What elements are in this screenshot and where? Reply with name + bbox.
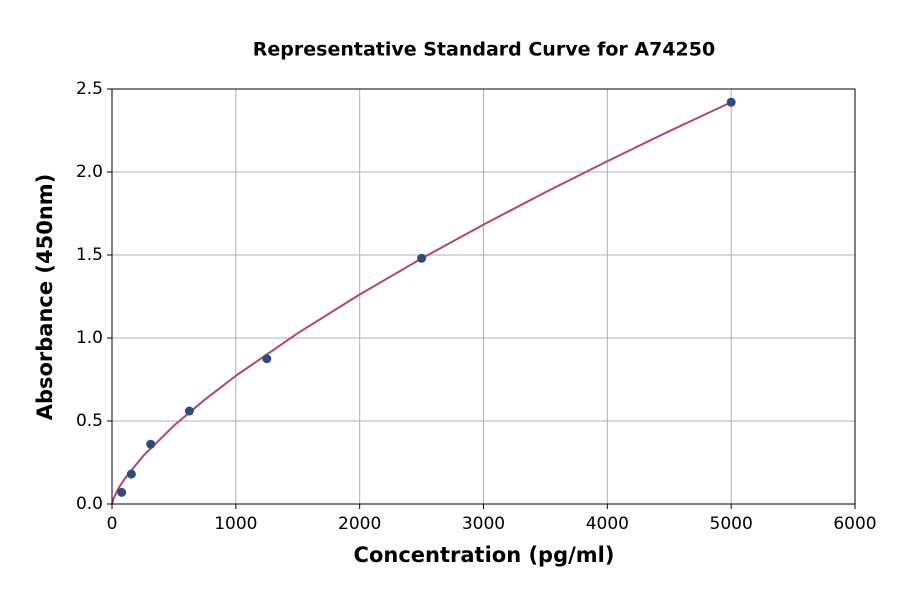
- plot-frame: [111, 88, 856, 505]
- data-point: [146, 439, 156, 449]
- grid: [107, 88, 856, 509]
- data-point: [262, 354, 272, 364]
- data-point: [726, 97, 736, 107]
- x-tick-label: 3000: [462, 514, 505, 534]
- fit-curve: [111, 101, 732, 505]
- marks: [111, 97, 736, 505]
- y-tick-label: 0.5: [76, 411, 103, 431]
- x-tick-label: 2000: [338, 514, 381, 534]
- y-tick-label: 0.0: [76, 494, 103, 514]
- x-tick-label: 4000: [586, 514, 629, 534]
- y-tick-label: 2.0: [76, 162, 103, 182]
- x-tick-label: 1000: [214, 514, 257, 534]
- x-tick-label: 6000: [833, 514, 876, 534]
- y-tick-label: 1.0: [76, 328, 103, 348]
- data-point: [126, 469, 136, 479]
- data-point: [184, 406, 194, 416]
- y-tick-label: 1.5: [76, 245, 103, 265]
- y-tick-label: 2.5: [76, 79, 103, 99]
- data-point: [117, 487, 127, 497]
- x-axis-label: Concentration (pg/ml): [354, 543, 615, 567]
- x-tick-label: 5000: [710, 514, 753, 534]
- chart-title: Representative Standard Curve for A74250: [253, 39, 715, 61]
- x-tick-label: 0: [107, 514, 118, 534]
- y-axis-label: Absorbance (450nm): [33, 174, 57, 421]
- data-point: [417, 253, 427, 263]
